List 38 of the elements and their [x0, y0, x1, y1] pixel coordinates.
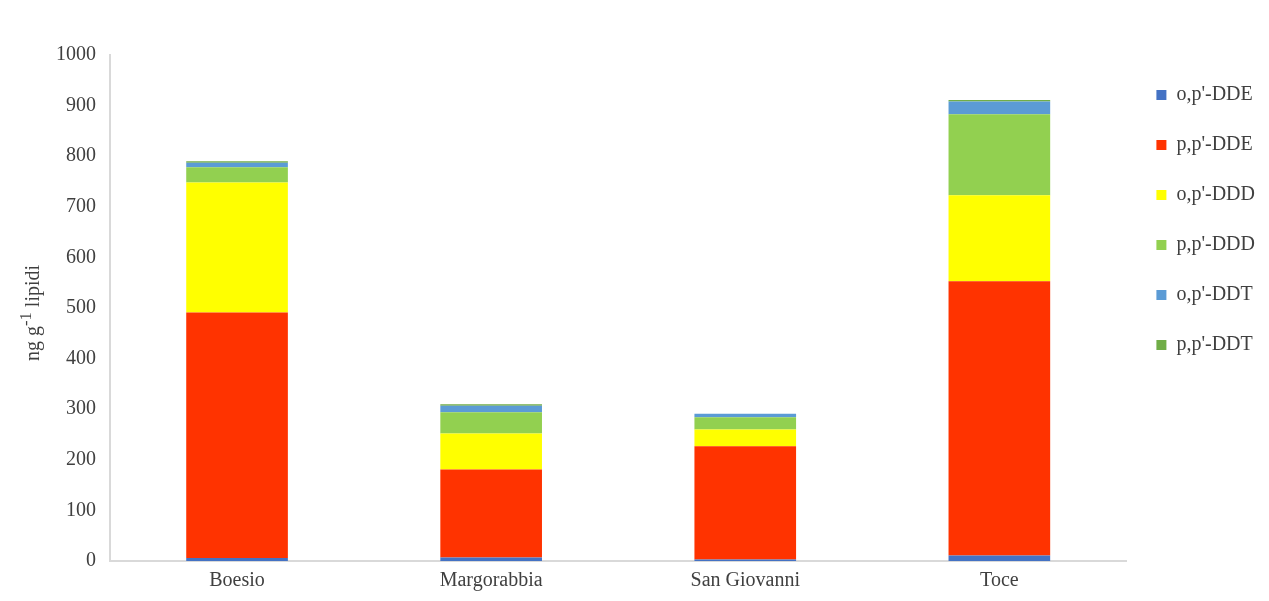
bar [440, 412, 542, 434]
y-tick-label: 0 [86, 548, 96, 571]
y-tick-label: 500 [66, 295, 96, 318]
legend-label: p,p'-DDE [1176, 132, 1253, 156]
x-tick-label: Margorabbia [439, 568, 543, 592]
x-tick-label: Boesio [209, 568, 265, 591]
y-tick-label: 600 [66, 244, 96, 267]
legend-label: o,p'-DDE [1176, 82, 1253, 106]
y-tick-label: 100 [66, 497, 96, 520]
y-tick-label: 700 [66, 194, 96, 217]
bar [694, 446, 797, 560]
bar [186, 557, 288, 561]
bar [694, 429, 797, 447]
bar [948, 114, 1051, 196]
bar [948, 555, 1051, 561]
bar [186, 167, 288, 183]
bar [440, 405, 542, 413]
y-tick-label: 1000 [56, 42, 96, 65]
y-tick-label: 400 [66, 345, 96, 368]
bar [440, 469, 542, 558]
legend-label: o,p'-DDD [1176, 182, 1255, 206]
y-tick-label: 300 [66, 396, 96, 419]
bar [186, 182, 288, 313]
bar [440, 557, 542, 561]
bar [948, 195, 1051, 282]
x-tick-label: San Giovanni [690, 568, 801, 591]
bar [948, 101, 1051, 115]
bar [440, 433, 542, 470]
y-tick-label: 800 [66, 143, 96, 166]
legend-label: p,p'-DDT [1176, 332, 1253, 356]
y-tick-label: 200 [66, 447, 96, 470]
legend-label: o,p'-DDT [1176, 282, 1253, 306]
x-tick-label: Toce [980, 568, 1019, 591]
y-tick-label: 900 [66, 92, 96, 115]
bar [186, 312, 288, 558]
bar [694, 417, 797, 430]
legend-label: p,p'-DDD [1176, 232, 1255, 256]
bar [948, 281, 1051, 556]
